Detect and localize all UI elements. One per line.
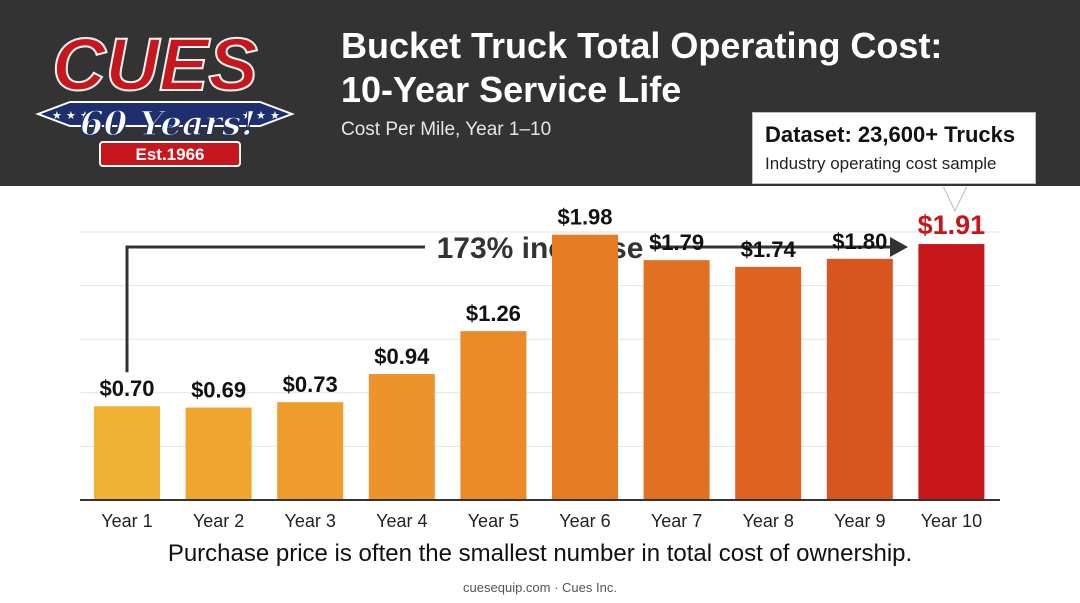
logo-stars-right: ★ ★ ★ [242,109,280,122]
value-label: $1.80 [832,229,887,254]
source-credit: cuesequip.com · Cues Inc. [463,580,617,595]
dataset-callout: Dataset: 23,600+ Trucks Industry operati… [752,112,1036,184]
bar-year-5 [460,331,527,500]
x-tick-labels-group: Year 1 Year 2 Year 3 Year 4 Year 5 Year 6 Year… [101,511,982,531]
callout-subtitle: Industry operating cost sample [765,154,997,173]
callout-pointer [942,186,968,213]
value-label: $0.70 [99,376,154,401]
bar-year-2 [185,407,252,500]
x-tick-label: Year 10 [921,511,982,531]
bar-year-4 [368,374,435,500]
svg-text:★: ★ [80,109,90,122]
bar-year-1 [94,406,160,500]
value-label: $1.79 [649,230,704,255]
value-label: $1.26 [466,301,521,326]
svg-text:★: ★ [242,109,252,122]
value-label: $0.73 [283,372,338,397]
x-tick-label: Year 2 [193,511,244,531]
bar-year-6 [552,234,618,500]
bar-year-7 [643,260,710,500]
bar-year-9 [826,258,893,500]
bars-group [94,234,985,500]
title-line-1: Bucket Truck Total Operating Cost: [341,25,943,66]
x-tick-label: Year 5 [468,511,519,531]
svg-text:★: ★ [270,109,280,122]
value-labels-group: $0.70 $0.69 $0.73 $0.94 $1.26 $1.98 $1.79 $1.74… [99,205,985,403]
chart-caption: Purchase price is often the smallest num… [167,540,913,567]
svg-text:★: ★ [52,109,62,122]
value-label: $1.98 [557,205,612,230]
cost-per-mile-chart: 173% increase $0.70 $0.69 $0.73$0.94$1.26$… [80,186,1000,531]
x-tick-label: Year 7 [651,511,702,531]
svg-text:★: ★ [256,109,266,122]
value-label: $0.69 [191,378,246,403]
page-title: Bucket Truck Total Operating Cost: 10-Ye… [341,24,1021,112]
x-tick-label: Year 8 [743,511,794,531]
logo-years: 60 Years! [80,104,256,144]
cues-60-years-logo: CUES ★ ★ ★ ★ ★ ★ 60 Years! Est.1966 [35,22,295,167]
arrow-line-left [125,245,425,373]
callout-title: Dataset: 23,600+ Trucks [765,122,1016,147]
x-tick-label: Year 4 [376,511,427,531]
x-tick-label: Year 1 [101,511,152,531]
bar-year-10 [918,244,985,500]
value-label: $1.74 [741,237,797,262]
bar-year-8 [735,266,802,500]
bar-year-3 [277,402,344,500]
svg-text:★: ★ [66,109,76,122]
x-tick-label: Year 9 [834,511,885,531]
logo-wordmark: CUES [52,23,258,106]
page-subtitle: Cost Per Mile, Year 1–10 [341,119,552,140]
title-line-2: 10-Year Service Life [341,69,682,110]
value-label: $0.94 [374,344,430,369]
value-label: $1.91 [918,210,986,240]
callout-pointer-cover [942,186,968,187]
logo-ribbon [35,101,295,127]
x-tick-label: Year 3 [285,511,336,531]
x-tick-label: Year 6 [559,511,610,531]
logo-est: Est.1966 [136,145,205,164]
arrow-head [890,237,908,257]
logo-est-banner [99,141,241,167]
logo-stars-left: ★ ★ ★ [52,109,90,122]
